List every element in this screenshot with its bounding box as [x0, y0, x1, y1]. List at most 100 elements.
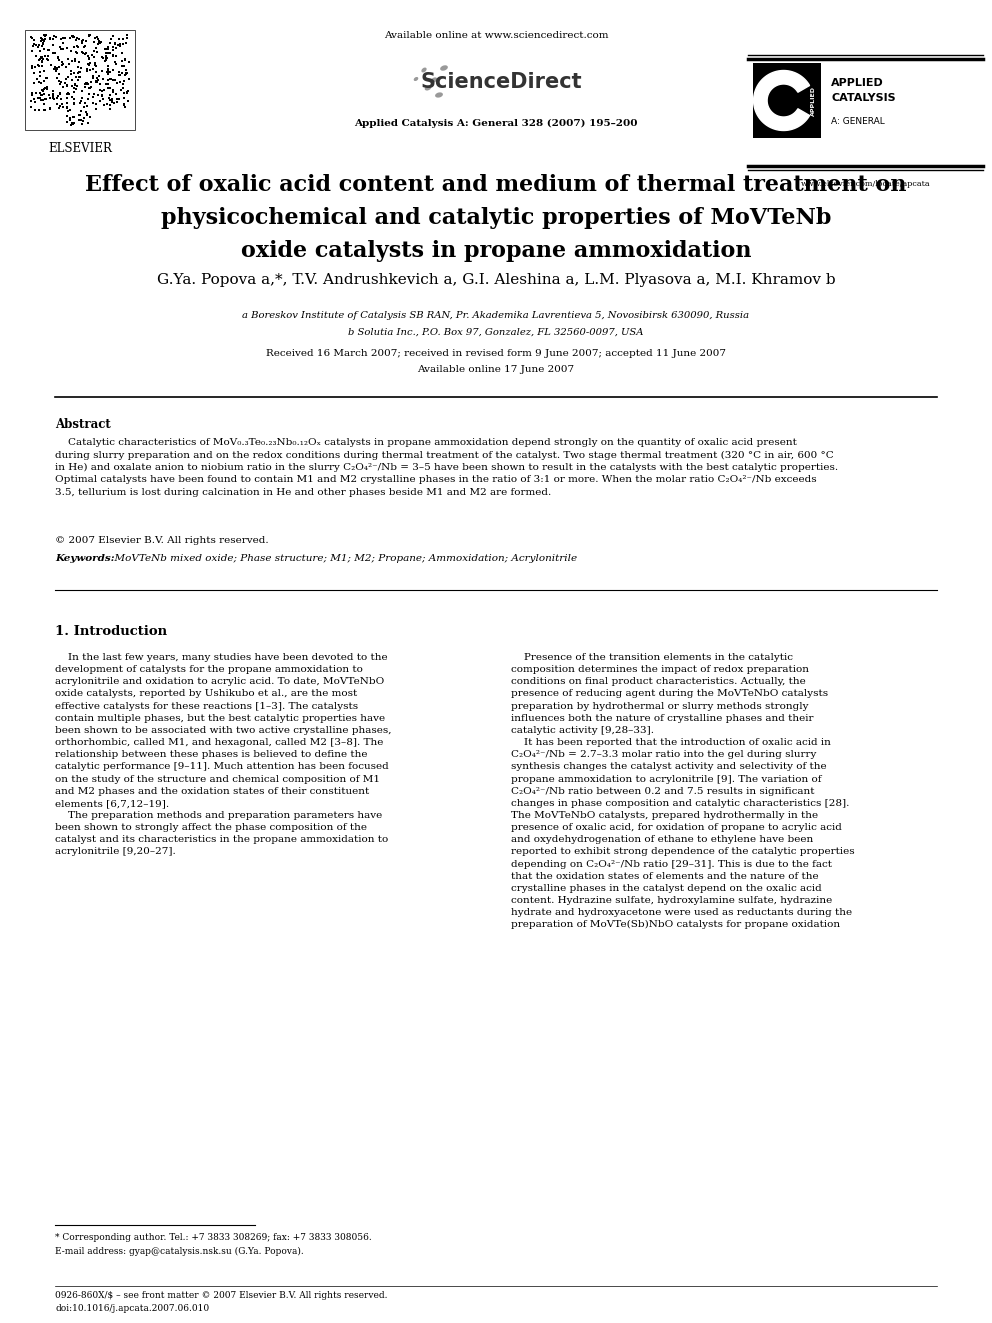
Point [26, 33, 42, 54]
Text: APPLIED: APPLIED [831, 78, 884, 89]
Point [119, 25, 135, 46]
Point [49, 58, 64, 79]
Point [105, 60, 121, 81]
Point [60, 74, 75, 95]
Point [38, 99, 54, 120]
Point [105, 79, 121, 101]
Point [111, 28, 127, 49]
Point [35, 50, 51, 71]
Point [88, 56, 104, 77]
Point [86, 46, 102, 67]
Point [47, 42, 62, 64]
Text: a Boreskov Institute of Catalysis SB RAN, Pr. Akademika Lavrentieva 5, Novosibir: a Boreskov Institute of Catalysis SB RAN… [242, 311, 750, 320]
Point [119, 82, 135, 103]
Point [72, 62, 88, 83]
Point [118, 60, 134, 81]
Text: www.elsevier.com/locate/apcata: www.elsevier.com/locate/apcata [801, 180, 930, 188]
Point [83, 44, 99, 65]
Point [102, 42, 118, 64]
Point [28, 99, 44, 120]
Point [51, 70, 66, 91]
Point [67, 30, 83, 52]
Point [46, 34, 62, 56]
Point [70, 37, 86, 58]
Point [118, 33, 134, 54]
Point [54, 93, 69, 114]
Point [100, 37, 116, 58]
Point [39, 89, 55, 110]
Point [52, 37, 67, 58]
Point [34, 73, 50, 94]
Point [88, 94, 104, 115]
Point [25, 40, 41, 61]
Point [27, 29, 43, 50]
Point [100, 62, 116, 83]
Point [78, 73, 94, 94]
Text: APPLIED: APPLIED [810, 86, 815, 115]
Point [119, 28, 135, 49]
Point [105, 45, 121, 66]
Point [105, 46, 121, 67]
Point [94, 86, 110, 107]
Point [114, 50, 130, 71]
Point [24, 57, 40, 78]
Point [81, 25, 97, 46]
Point [91, 73, 107, 94]
Point [117, 97, 133, 118]
Point [32, 61, 48, 82]
Point [54, 71, 69, 93]
Point [88, 98, 104, 119]
Text: Presence of the transition elements in the catalytic
composition determines the : Presence of the transition elements in t… [511, 654, 855, 930]
Point [72, 108, 88, 130]
Point [31, 54, 47, 75]
Point [48, 61, 63, 82]
Point [27, 91, 43, 112]
Point [61, 98, 76, 119]
Point [35, 34, 51, 56]
Point [120, 90, 136, 111]
Point [117, 65, 133, 86]
Point [36, 90, 52, 111]
Point [103, 29, 119, 50]
Point [115, 33, 131, 54]
Polygon shape [754, 70, 809, 131]
Ellipse shape [422, 67, 427, 73]
Point [108, 37, 124, 58]
Point [99, 61, 115, 82]
Point [39, 78, 55, 99]
Point [100, 38, 116, 60]
Point [74, 112, 90, 134]
Point [106, 93, 122, 114]
Point [35, 32, 51, 53]
Point [65, 62, 81, 83]
Point [80, 48, 96, 69]
Ellipse shape [425, 86, 432, 90]
Point [72, 67, 88, 89]
Point [40, 49, 56, 70]
Point [85, 67, 101, 89]
Bar [25, 30, 135, 130]
Point [63, 70, 79, 91]
Text: A: GENERAL: A: GENERAL [831, 118, 885, 127]
Point [42, 28, 58, 49]
Text: 1. Introduction: 1. Introduction [55, 624, 167, 638]
Point [49, 94, 64, 115]
Text: Available online at www.sciencedirect.com: Available online at www.sciencedirect.co… [384, 30, 608, 40]
Point [107, 52, 123, 73]
Point [62, 41, 78, 62]
Point [113, 79, 129, 101]
Point [116, 94, 132, 115]
Point [63, 75, 79, 97]
Point [96, 50, 112, 71]
Point [79, 99, 95, 120]
Point [117, 49, 133, 70]
Point [40, 67, 56, 89]
Point [67, 79, 83, 101]
Point [90, 32, 106, 53]
Point [65, 112, 81, 134]
Ellipse shape [440, 65, 447, 70]
Point [49, 26, 64, 48]
Point [100, 58, 116, 79]
Point [33, 28, 49, 49]
Point [74, 32, 90, 53]
